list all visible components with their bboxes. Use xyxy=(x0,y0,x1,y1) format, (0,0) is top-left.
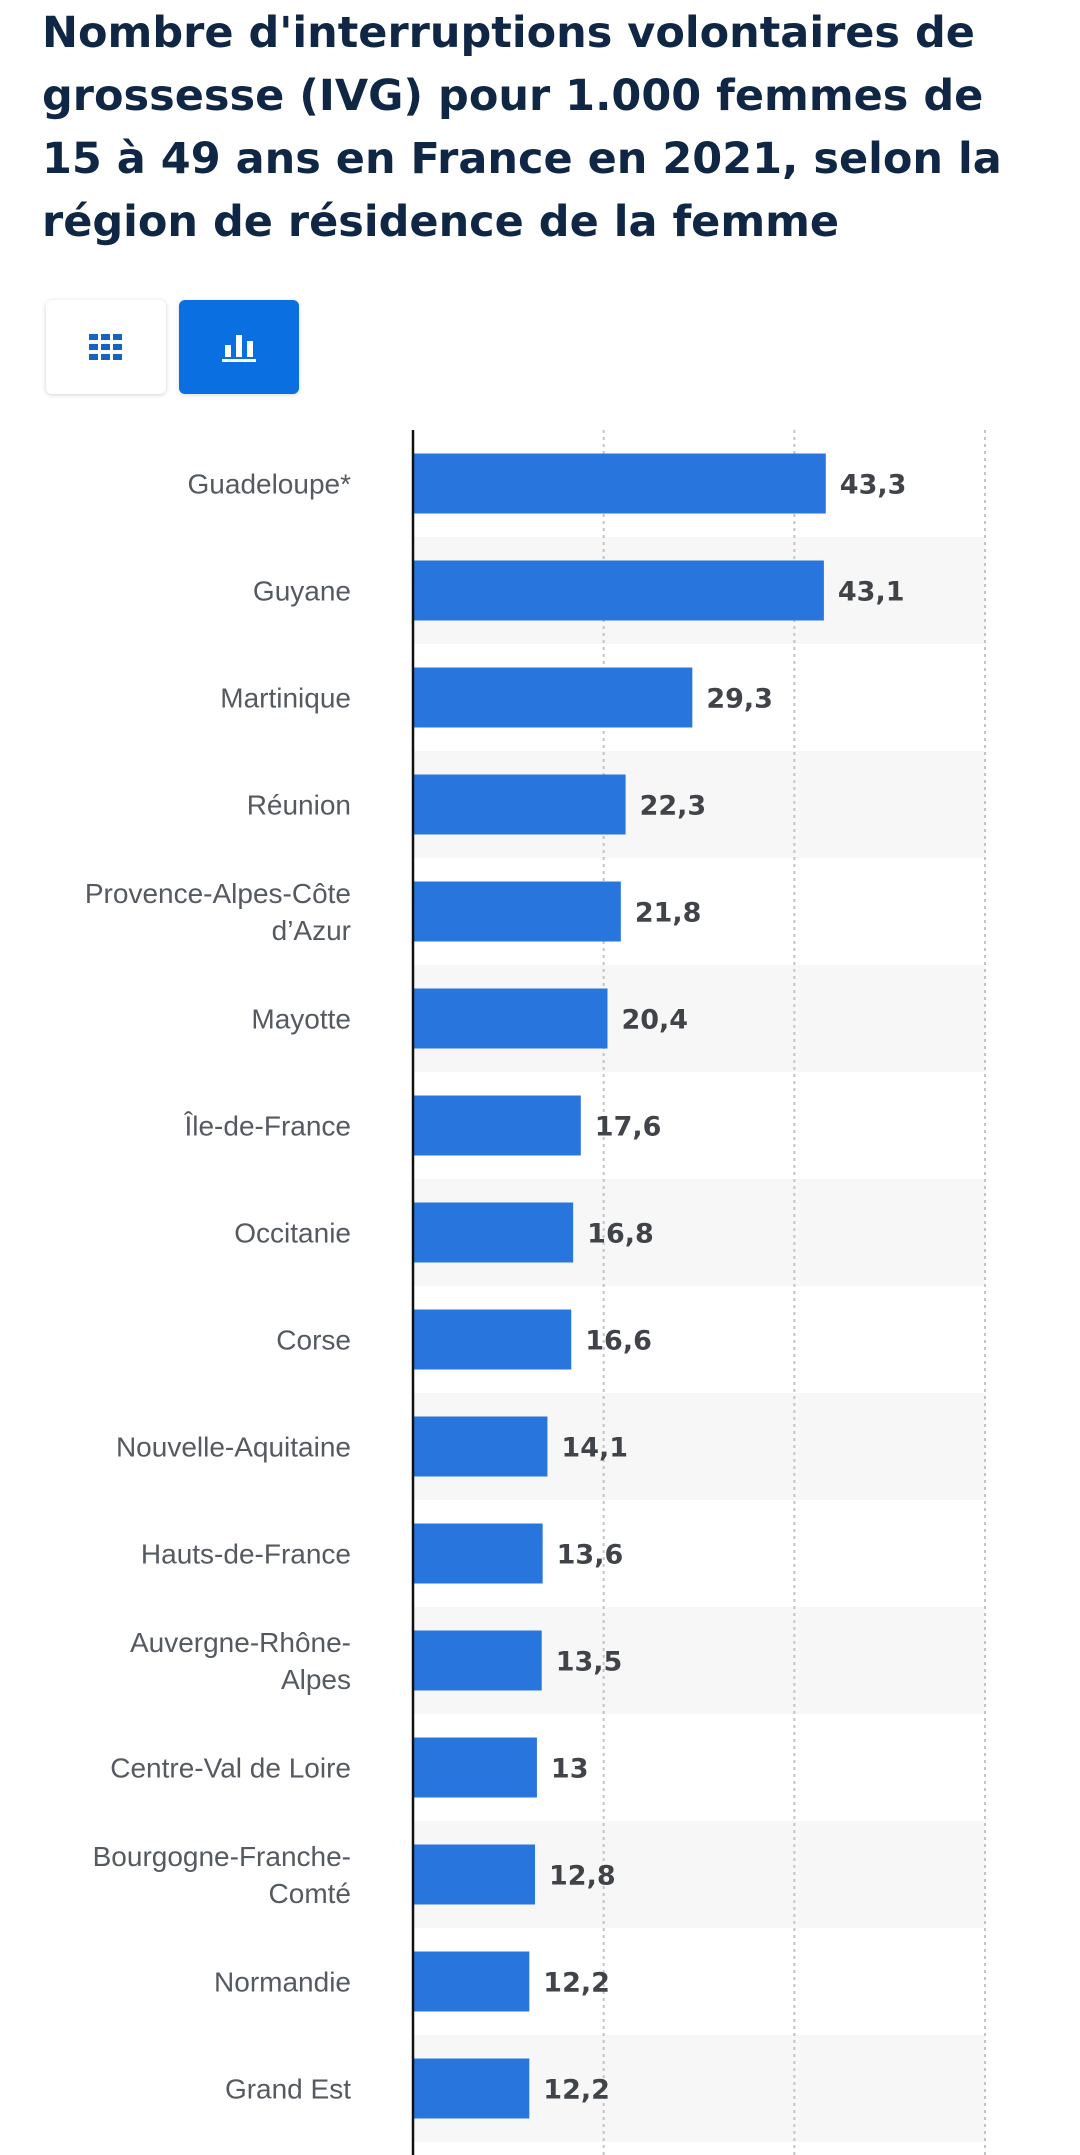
bar[interactable] xyxy=(413,1416,548,1477)
category-label: Provence-Alpes-Côte d’Azur xyxy=(85,878,351,946)
value-label: 12,8 xyxy=(549,1861,616,1892)
value-label: 43,1 xyxy=(838,577,905,608)
category-label: Normandie xyxy=(214,1967,351,1998)
bar[interactable] xyxy=(413,1095,581,1156)
bar[interactable] xyxy=(413,774,626,835)
category-label: Grand Est xyxy=(225,2074,351,2105)
bar[interactable] xyxy=(413,1202,574,1263)
category-label: Auvergne-Rhône-Alpes xyxy=(130,1627,351,1695)
bar[interactable] xyxy=(413,1523,543,1584)
value-label: 43,3 xyxy=(840,470,907,501)
value-label: 13,5 xyxy=(556,1647,623,1678)
bar[interactable] xyxy=(413,988,608,1049)
category-label: Centre-Val de Loire xyxy=(110,1753,351,1784)
bar[interactable] xyxy=(413,1844,536,1905)
value-label: 16,6 xyxy=(585,1326,652,1357)
category-label: Nouvelle-Aquitaine xyxy=(116,1432,351,1463)
category-label: Occitanie xyxy=(234,1218,351,1249)
value-label: 22,3 xyxy=(640,791,707,822)
table-view-button[interactable] xyxy=(46,300,166,394)
value-label: 17,6 xyxy=(595,1112,662,1143)
table-grid-icon xyxy=(89,334,122,360)
bar[interactable] xyxy=(413,1309,572,1370)
category-label: Guyane xyxy=(253,576,351,607)
chart-title: Nombre d'interruptions volontaires de gr… xyxy=(42,8,1002,247)
category-label: Mayotte xyxy=(251,1004,351,1035)
value-label: 20,4 xyxy=(621,1005,688,1036)
category-label: Guadeloupe* xyxy=(188,469,352,500)
bar-chart: Guadeloupe* 43,3 Guyane 43,1 Martinique 29,3 R… xyxy=(85,430,986,2155)
category-label: Réunion xyxy=(247,790,351,821)
bar[interactable] xyxy=(413,1630,542,1691)
value-label: 21,8 xyxy=(635,898,702,929)
chart-view-button[interactable] xyxy=(179,300,299,394)
value-label: 13,6 xyxy=(557,1540,624,1571)
bar[interactable] xyxy=(413,453,826,514)
category-label: Martinique xyxy=(220,683,351,714)
bar[interactable] xyxy=(413,881,621,942)
category-label: Bourgogne-Franche-Comté xyxy=(93,1841,351,1909)
bar[interactable] xyxy=(413,1737,537,1798)
category-label: Île-de-France xyxy=(183,1111,351,1142)
bar[interactable] xyxy=(413,2058,530,2119)
value-label: 14,1 xyxy=(561,1433,628,1464)
value-label: 16,8 xyxy=(587,1219,654,1250)
bar[interactable] xyxy=(413,560,824,621)
bar-chart-icon xyxy=(222,335,256,362)
value-label: 12,2 xyxy=(543,1968,610,1999)
bar[interactable] xyxy=(413,1951,530,2012)
category-label: Corse xyxy=(276,1325,351,1356)
bar[interactable] xyxy=(413,667,693,728)
category-label: Hauts-de-France xyxy=(141,1539,351,1570)
value-label: 12,2 xyxy=(543,2075,610,2106)
value-label: 29,3 xyxy=(706,684,773,715)
value-label: 13 xyxy=(551,1754,589,1785)
